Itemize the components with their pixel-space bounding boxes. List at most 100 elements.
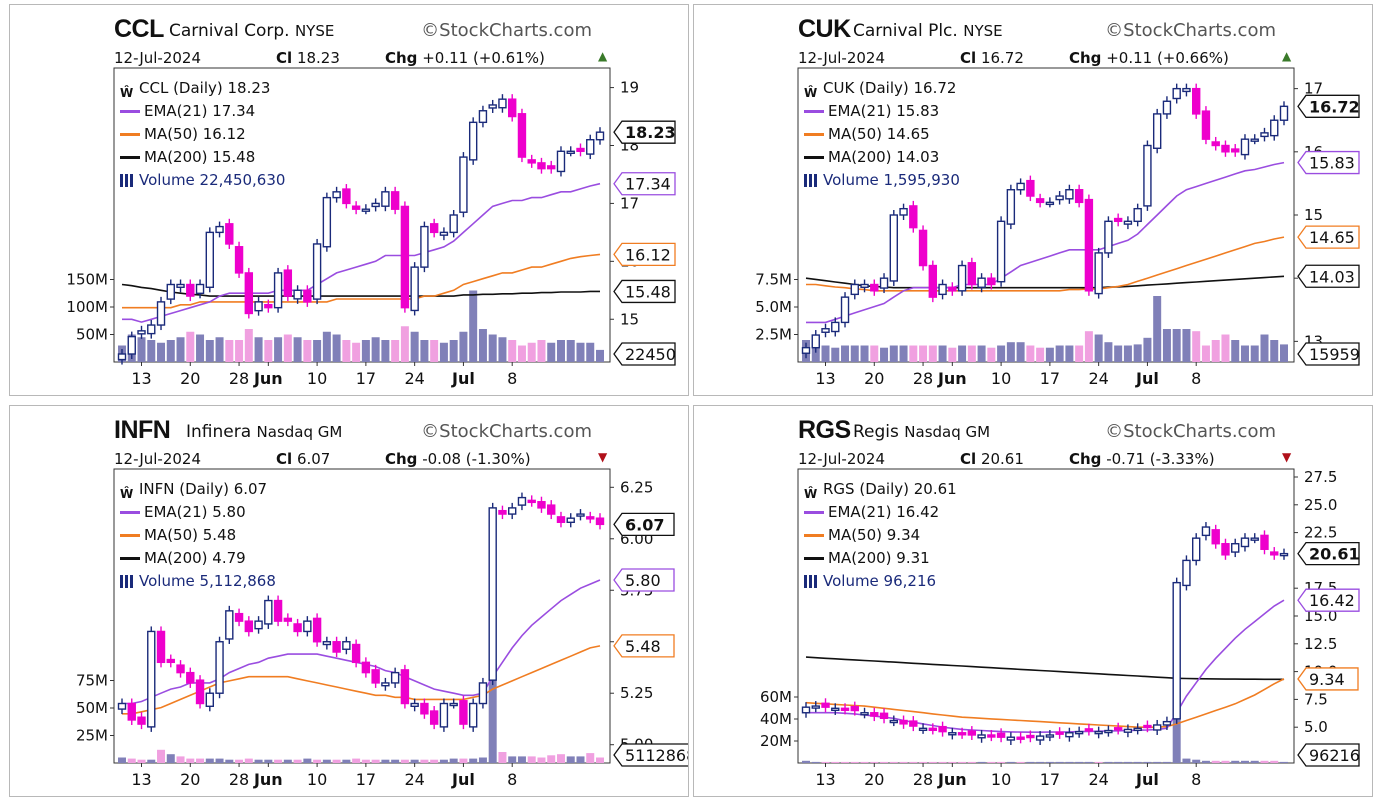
volume-bar [147, 340, 156, 362]
volume-bar [1201, 760, 1210, 763]
volume-bar [899, 761, 908, 763]
brand-watermark[interactable]: ©StockCharts.com [421, 421, 592, 442]
candle [996, 220, 1006, 283]
volume-icon [120, 575, 136, 588]
candle [205, 692, 214, 707]
volume-bar [1123, 761, 1132, 763]
candle [342, 641, 351, 650]
volume-bar [1153, 296, 1162, 362]
up-arrow-icon: ▲ [1282, 49, 1292, 63]
candle [1123, 728, 1133, 733]
volume-bar [1036, 761, 1045, 763]
candle [478, 682, 488, 705]
ma50-line [805, 678, 1285, 729]
chart-canvas: 17161514137.5M5.0M2.5M132028Jun101724Jul… [755, 67, 1360, 388]
chart-header: INFN Infinera Nasdaq GM ©StockCharts.com 12… [10, 406, 688, 476]
svg-text:16.72: 16.72 [1309, 97, 1360, 116]
candle [967, 262, 977, 286]
volume-bar [1026, 761, 1035, 763]
volume-bar [1114, 345, 1123, 362]
brand-watermark[interactable]: ©StockCharts.com [421, 20, 592, 41]
date-tick-label: Jun [253, 770, 283, 789]
candle [1162, 100, 1172, 115]
brand-watermark[interactable]: ©StockCharts.com [1105, 20, 1276, 41]
volume-bar [391, 340, 400, 362]
legend-price: Ŵ INFN (Daily) 6.07 [120, 480, 268, 501]
volume-bar [166, 340, 175, 362]
ema-tag: 15.83 [1297, 150, 1360, 175]
volume-bar [841, 345, 850, 362]
volume-tag: 15959 [1297, 342, 1360, 366]
volume-bar [322, 759, 331, 763]
infn-chart-panel: INFN Infinera Nasdaq GM ©StockCharts.com 12… [9, 405, 689, 797]
volume-bar [127, 758, 136, 763]
volume-tick-label: 40M [760, 710, 792, 728]
svg-text:15.83: 15.83 [1309, 154, 1355, 173]
candle [312, 617, 322, 643]
svg-text:14.65: 14.65 [1309, 228, 1355, 247]
volume-bar [264, 340, 273, 362]
svg-text:17.34: 17.34 [625, 175, 671, 194]
candle [1240, 138, 1250, 156]
legend-ema: EMA(21) 16.42 [804, 501, 957, 524]
candle [831, 321, 840, 333]
candle [977, 734, 986, 739]
volume-bar [157, 749, 166, 763]
volume-bar [1250, 760, 1259, 763]
volume-bar [1260, 334, 1269, 362]
volume-bar [1270, 340, 1279, 362]
candle [1162, 720, 1172, 726]
volume-bar [1172, 688, 1181, 763]
candle [1055, 731, 1064, 735]
volume-bar [293, 337, 302, 362]
volume-bar [381, 340, 390, 362]
volume-tag: 96216 [1297, 743, 1360, 767]
candle [244, 272, 254, 315]
date-tick-label: 17 [356, 369, 376, 388]
candle [429, 223, 439, 234]
candle [381, 191, 390, 207]
candle [322, 641, 332, 646]
candle [264, 599, 273, 625]
candle [244, 620, 254, 633]
candle [889, 719, 898, 724]
candle [225, 610, 234, 640]
legend-volume: Volume 5,112,868 [120, 570, 276, 593]
brand-watermark[interactable]: ©StockCharts.com [1105, 421, 1276, 442]
close-tag: 6.07 [613, 512, 675, 537]
date-tick-label: Jul [1135, 369, 1159, 388]
volume-bar [909, 761, 918, 763]
volume-bar [547, 342, 556, 362]
candle [293, 289, 302, 300]
volume-bar [1075, 345, 1084, 362]
volume-bar [371, 759, 380, 763]
volume-bar [948, 761, 957, 763]
volume-bar [850, 345, 859, 362]
volume-bar [997, 761, 1006, 763]
volume-bar [176, 337, 185, 362]
volume-bar [831, 761, 840, 763]
date-tick-label: 8 [507, 369, 517, 388]
change-value: Chg +0.11 (+0.61%) [385, 49, 545, 67]
volume-tick-label: 5.0M [755, 298, 792, 316]
up-arrow-icon: ▲ [598, 49, 608, 63]
svg-text:18.23: 18.23 [625, 123, 676, 142]
svg-text:22450: 22450 [625, 345, 676, 364]
candle [351, 205, 361, 210]
volume-tag: 5112868 [613, 743, 688, 767]
volume-bar [1201, 345, 1210, 362]
volume-bar [303, 340, 312, 362]
volume-bar [517, 756, 526, 763]
volume-bar [400, 326, 409, 362]
candle [283, 617, 293, 622]
price-tick-label: 5.25 [620, 684, 653, 702]
candle [1143, 724, 1152, 729]
candle [1133, 727, 1142, 732]
candle [1172, 87, 1181, 100]
volume-bar [948, 347, 957, 362]
candle [1035, 735, 1045, 741]
volume-bar [439, 342, 448, 362]
chart-legend: Ŵ CCL (Daily) 18.23 EMA(21) 17.34 MA(50) 16… [120, 77, 285, 192]
volume-bar [802, 760, 810, 763]
ema-tag: 5.80 [613, 568, 675, 592]
